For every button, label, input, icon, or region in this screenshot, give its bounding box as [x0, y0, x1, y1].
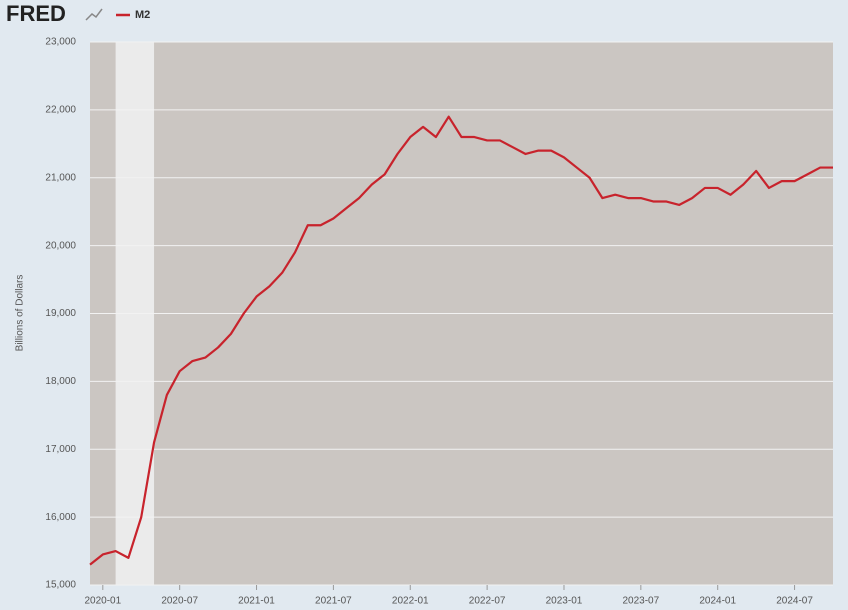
y-tick-label: 16,000 — [45, 512, 76, 523]
x-tick-label: 2023-07 — [622, 596, 659, 607]
y-tick-label: 20,000 — [45, 240, 76, 251]
y-tick-label: 22,000 — [45, 105, 76, 116]
x-tick-label: 2024-07 — [776, 596, 813, 607]
logo-icon — [85, 8, 103, 21]
y-tick-label: 17,000 — [45, 444, 76, 455]
y-tick-label: 18,000 — [45, 376, 76, 387]
x-tick-label: 2023-01 — [546, 596, 583, 607]
data-line — [89, 115, 833, 566]
x-tick-label: 2022-01 — [392, 596, 429, 607]
y-tick-label: 19,000 — [45, 308, 76, 319]
y-tick-label: 15,000 — [45, 580, 76, 591]
y-axis-label: Billions of Dollars — [15, 275, 26, 352]
legend-label: M2 — [135, 9, 150, 21]
x-tick-label: 2021-01 — [238, 596, 275, 607]
x-tick-label: 2020-01 — [84, 596, 121, 607]
x-tick-label: 2020-07 — [161, 596, 198, 607]
y-tick-label: 21,000 — [45, 172, 76, 183]
logo: FRED — [6, 1, 66, 26]
x-tick-label: 2024-01 — [699, 596, 736, 607]
x-tick-label: 2021-07 — [315, 596, 352, 607]
x-tick-label: 2022-07 — [469, 596, 506, 607]
y-tick-label: 23,000 — [45, 37, 76, 48]
